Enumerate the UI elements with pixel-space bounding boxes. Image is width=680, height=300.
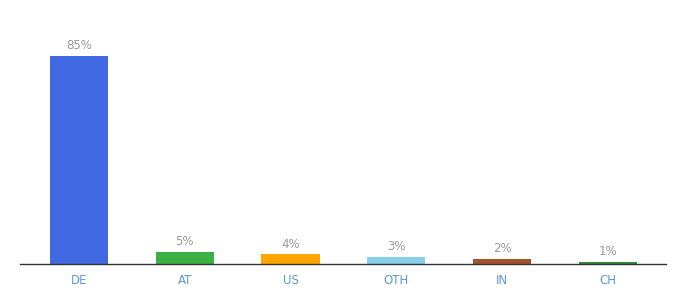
Bar <box>50 56 108 264</box>
Text: 2%: 2% <box>493 242 511 255</box>
Text: 1%: 1% <box>598 245 617 258</box>
Bar <box>367 257 426 264</box>
Bar <box>156 252 214 264</box>
Text: 3%: 3% <box>387 240 405 253</box>
Bar <box>579 262 637 264</box>
Bar <box>473 259 531 264</box>
Text: 4%: 4% <box>282 238 300 250</box>
Text: 85%: 85% <box>66 39 92 52</box>
Bar <box>261 254 320 264</box>
Text: 5%: 5% <box>175 235 194 248</box>
